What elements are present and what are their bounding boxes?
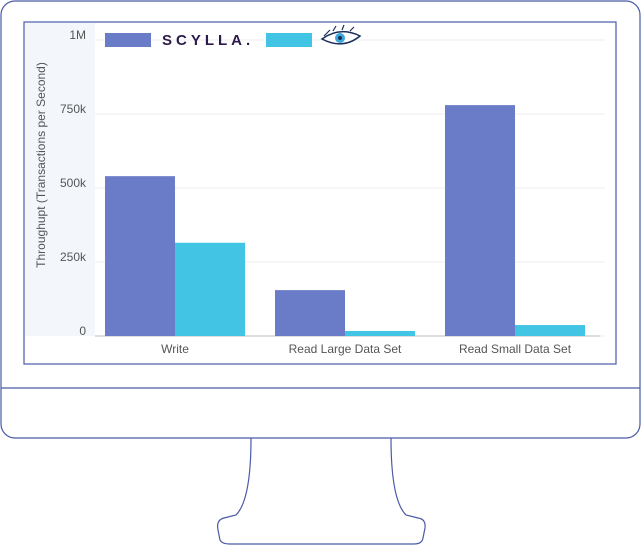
- bar: [175, 242, 245, 336]
- y-tick-label: 1M: [69, 28, 86, 42]
- legend-swatch: [105, 33, 151, 47]
- x-tick-label: Read Small Data Set: [459, 342, 572, 356]
- bar: [515, 325, 585, 336]
- x-tick-label: Read Large Data Set: [289, 342, 402, 356]
- y-axis-label: Throughupt (Transactions per Second): [34, 62, 48, 268]
- y-tick-label: 250k: [60, 250, 87, 264]
- axis-panel: [25, 23, 95, 336]
- bar: [275, 290, 345, 336]
- x-tick-label: Write: [161, 342, 189, 356]
- bar: [345, 330, 415, 336]
- legend: SCYLLA.: [105, 24, 362, 49]
- legend-swatch: [266, 33, 312, 47]
- bar: [445, 105, 515, 337]
- legend-label: SCYLLA.: [162, 32, 254, 49]
- y-tick-label: 750k: [60, 102, 87, 116]
- bar: [105, 176, 175, 336]
- y-tick-label: 0: [79, 324, 86, 338]
- eye-logo: [320, 24, 362, 45]
- y-tick-label: 500k: [60, 176, 87, 190]
